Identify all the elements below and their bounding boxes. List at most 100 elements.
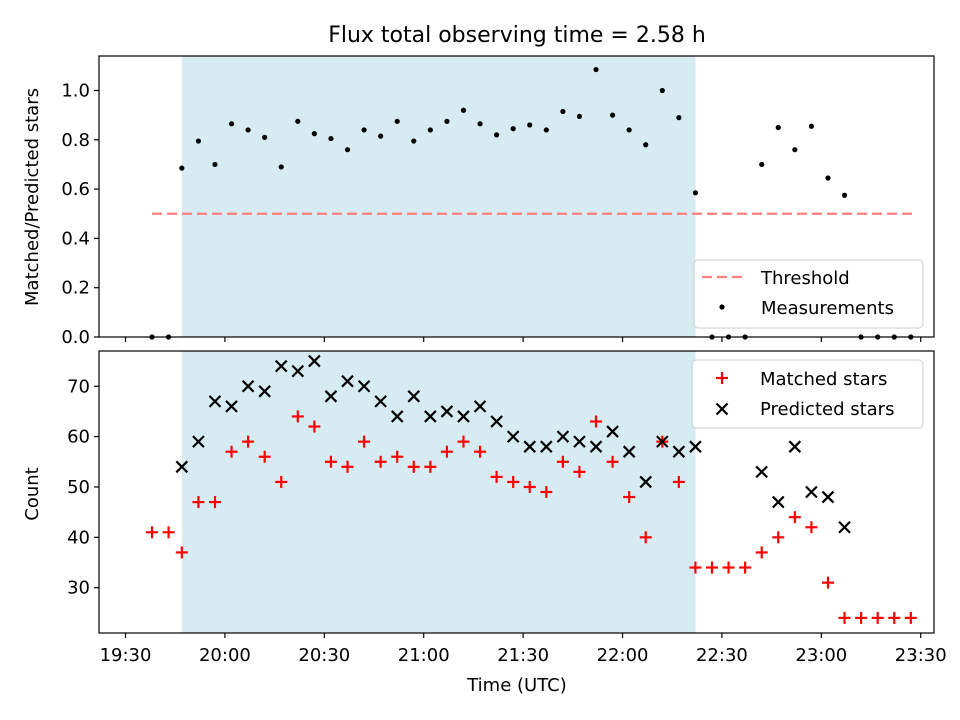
measurement-point [361, 127, 367, 133]
predicted-star-point [573, 435, 586, 448]
matched-star-point [192, 496, 205, 509]
matched-star-point [722, 561, 735, 574]
predicted-stars-points [175, 354, 851, 534]
measurement-point [262, 134, 268, 140]
matched-star-point [258, 450, 271, 463]
predicted-star-point [258, 385, 271, 398]
bottom-panel: 19:30 20:00 20:30 21:00 21:30 22:00 22:30 23:00… [22, 350, 947, 696]
measurement-point [278, 164, 284, 170]
measurement-point [692, 190, 699, 196]
predicted-star-point [407, 390, 421, 403]
predicted-star-point [274, 359, 288, 373]
legend-x-marker [715, 402, 729, 416]
measurement-point [792, 147, 798, 153]
predicted-star-point [175, 460, 189, 474]
matched-star-point [162, 526, 175, 539]
predicted-star-point [838, 520, 851, 534]
matched-star-point [639, 531, 652, 544]
top-y-tick-label: 0.0 [61, 327, 90, 348]
matched-star-point [291, 410, 304, 423]
measurement-point [179, 165, 185, 171]
legend-measurements-swatch [719, 304, 725, 310]
measurement-point [841, 192, 848, 198]
legend-predicted-label: Predicted stars [760, 399, 894, 420]
matched-star-point [888, 611, 901, 624]
measurement-point [228, 121, 235, 127]
matched-star-point [175, 546, 188, 559]
x-tick-label: 21:00 [398, 645, 450, 666]
measurement-point [659, 87, 665, 94]
predicted-star-point [506, 430, 520, 443]
matched-star-point [490, 470, 503, 483]
predicted-star-point [639, 475, 653, 489]
measurement-point [344, 147, 351, 153]
bottom-observing-span [181, 351, 696, 633]
top-y-tick-label: 0.8 [61, 130, 90, 151]
measurement-point [394, 118, 400, 124]
predicted-star-point [622, 445, 636, 458]
bottom-y-tick-label: 70 [67, 376, 90, 397]
measurement-point [593, 66, 599, 73]
matched-star-point [374, 455, 387, 468]
predicted-star-point [390, 410, 404, 423]
matched-star-point [739, 561, 752, 574]
x-tick-label: 20:00 [199, 645, 251, 666]
measurement-point [328, 135, 334, 142]
x-tick-label: 22:00 [597, 645, 649, 666]
matched-star-point [904, 611, 917, 624]
matched-star-point [440, 445, 453, 458]
measurement-point [494, 132, 500, 138]
bottom-x-ticks: 19:30 20:00 20:30 21:00 21:30 22:00 22:30 23:00… [100, 633, 947, 666]
predicted-star-point [208, 395, 222, 408]
x-tick-label: 20:30 [298, 645, 350, 666]
legend-matched-label: Matched stars [760, 369, 887, 390]
matched-star-point [606, 455, 619, 468]
predicted-star-point [374, 395, 387, 408]
matched-star-point [772, 531, 785, 544]
matched-star-point [457, 435, 470, 448]
predicted-star-point [473, 400, 487, 413]
measurement-point [609, 112, 616, 118]
matched-star-point [838, 611, 851, 624]
legend-threshold-label: Threshold [760, 268, 850, 289]
matched-star-point [208, 496, 221, 509]
top-axes-frame [98, 55, 935, 338]
legend-plus-marker [716, 372, 728, 384]
matched-star-point [407, 460, 420, 473]
top-y-tick-label: 0.6 [61, 179, 90, 200]
measurement-point [759, 161, 765, 168]
measurement-point [808, 123, 815, 129]
top-x-ticks [124, 337, 922, 342]
matched-star-point [308, 420, 321, 433]
bottom-y-tick-label: 60 [67, 427, 90, 448]
predicted-star-point [192, 435, 205, 448]
predicted-star-point [589, 440, 603, 453]
x-tick-label: 23:30 [895, 645, 947, 666]
top-legend: Threshold Measurements [693, 259, 924, 329]
measurement-point [676, 115, 682, 121]
predicted-star-point [241, 379, 255, 393]
matched-star-point [275, 475, 288, 488]
matched-star-point [871, 611, 884, 624]
matched-star-point [788, 511, 801, 524]
matched-star-point [590, 415, 603, 428]
legend-matched-swatch [716, 372, 728, 384]
measurement-point [444, 118, 450, 124]
matched-star-point [755, 546, 768, 559]
predicted-star-point [225, 400, 238, 413]
predicted-star-point [424, 410, 437, 423]
measurement-point [825, 175, 831, 181]
predicted-star-point [540, 440, 553, 453]
top-panel: 0.0 0.2 0.4 0.6 0.8 1.0 Matched/Predicted sta… [22, 55, 935, 348]
predicted-star-point [457, 410, 470, 423]
matched-star-point [341, 460, 354, 473]
matched-star-point [358, 435, 371, 448]
measurement-point [427, 127, 433, 133]
predicted-star-point [672, 445, 686, 458]
predicted-star-point [490, 415, 503, 428]
bottom-axes-frame [98, 350, 935, 634]
measurement-point [311, 131, 317, 137]
matched-star-point [391, 450, 404, 463]
measurement-point [626, 127, 632, 133]
